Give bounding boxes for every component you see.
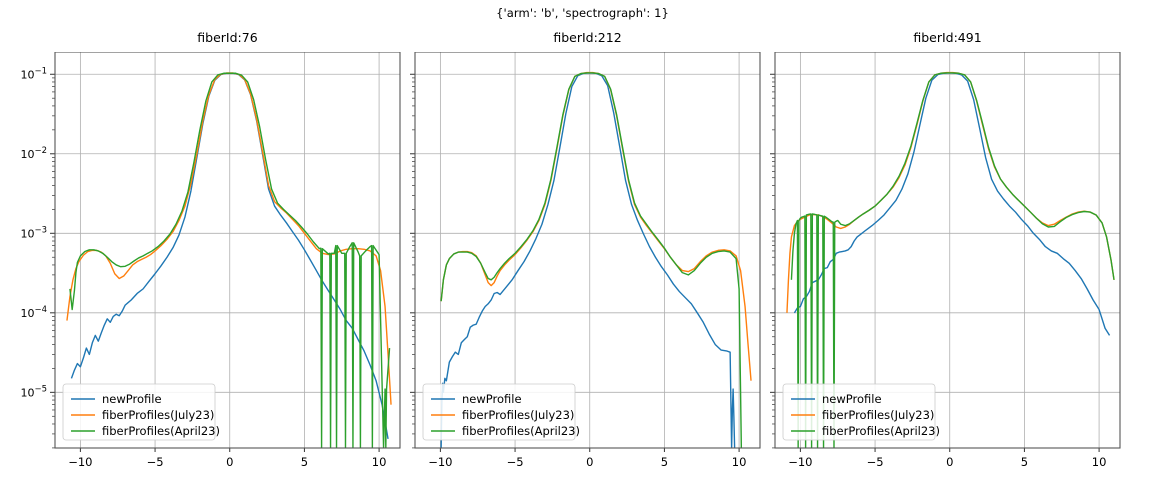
legend-label: newProfile [102,392,162,406]
x-tick-label: −5 [147,455,164,469]
grid-lines [775,52,1120,448]
y-tick-label: 10−4 [20,305,47,320]
figure-suptitle: {'arm': 'b', 'spectrograph': 1} [496,6,669,20]
legend: newProfile fiberProfiles(July23) fiberProf… [62,383,220,441]
series-line-fiberprofiles-april23- [790,72,1115,448]
subplot-3: fiberId:491 −10 −5 0 5 10 newProfile fiberProfi… [770,30,1121,469]
x-tick-label: −5 [507,455,524,469]
subplot-2: fiberId:212 −10 −5 0 5 10 newProfile fiberProfi… [410,30,761,469]
x-tick-label: 0 [946,455,953,469]
x-tick-label: 10 [372,455,387,469]
x-tick-labels: −10 −5 0 5 10 [428,455,746,469]
plot-area: −10 −5 0 5 10 10−1 10−2 10−3 10−4 10−5 newProfile f… [20,52,401,469]
x-tick-label: 10 [732,455,747,469]
x-tick-label: −5 [867,455,884,469]
y-tick-label: 10−3 [20,225,47,240]
x-tick-labels: −10 −5 0 5 10 [788,455,1106,469]
x-tick-label: −10 [428,455,452,469]
series-group [66,72,392,448]
subplot-title: fiberId:491 [913,30,982,45]
legend-label: fiberProfiles(April23) [822,424,940,438]
x-tick-labels: −10 −5 0 5 10 [68,455,386,469]
legend-box [782,383,936,441]
legend-box [422,383,576,441]
series-group [440,71,752,448]
x-tick-label: 5 [1021,455,1028,469]
x-tick-label: 5 [661,455,668,469]
series-line-fiberprofiles-april23- [440,72,743,448]
y-tick-label: 10−2 [20,146,47,161]
x-tick-label: 5 [301,455,308,469]
legend-label: newProfile [462,392,522,406]
legend: newProfile fiberProfiles(July23) fiberProf… [782,383,940,441]
axes-frame [774,52,1121,449]
legend-label: fiberProfiles(July23) [102,408,214,422]
legend-label: fiberProfiles(July23) [822,408,934,422]
x-tick-label: 0 [586,455,593,469]
legend-label: fiberProfiles(April23) [462,424,580,438]
legend-label: fiberProfiles(July23) [462,408,574,422]
axes-frame [414,52,761,449]
subplot-title: fiberId:76 [197,30,258,45]
plot-area: −10 −5 0 5 10 newProfile fiberProfiles(July23)… [410,52,761,469]
legend-box [62,383,216,441]
x-tick-label: −10 [788,455,812,469]
y-tick-label: 10−5 [20,384,47,399]
legend: newProfile fiberProfiles(July23) fiberProf… [422,383,580,441]
x-tick-label: 0 [226,455,233,469]
subplot-1: fiberId:76 −10 −5 0 5 10 10−1 10−2 10−3 10−4 10−5 n… [20,30,401,469]
series-line-newprofile [793,72,1111,336]
subplot-title: fiberId:212 [553,30,622,45]
axes-frame [54,52,401,449]
x-tick-label: 10 [1092,455,1107,469]
series-line-newprofile [440,72,736,448]
grid-lines [415,52,760,448]
y-tick-label: 10−1 [20,66,47,81]
series-line-fiberprofiles-april23- [69,72,391,448]
x-tick-label: −10 [68,455,92,469]
legend-label: newProfile [822,392,882,406]
series-group [786,71,1115,448]
y-tick-labels: 10−1 10−2 10−3 10−4 10−5 [20,66,47,399]
legend-label: fiberProfiles(April23) [102,424,220,438]
plot-area: −10 −5 0 5 10 newProfile fiberProfiles(July23)… [770,52,1121,469]
